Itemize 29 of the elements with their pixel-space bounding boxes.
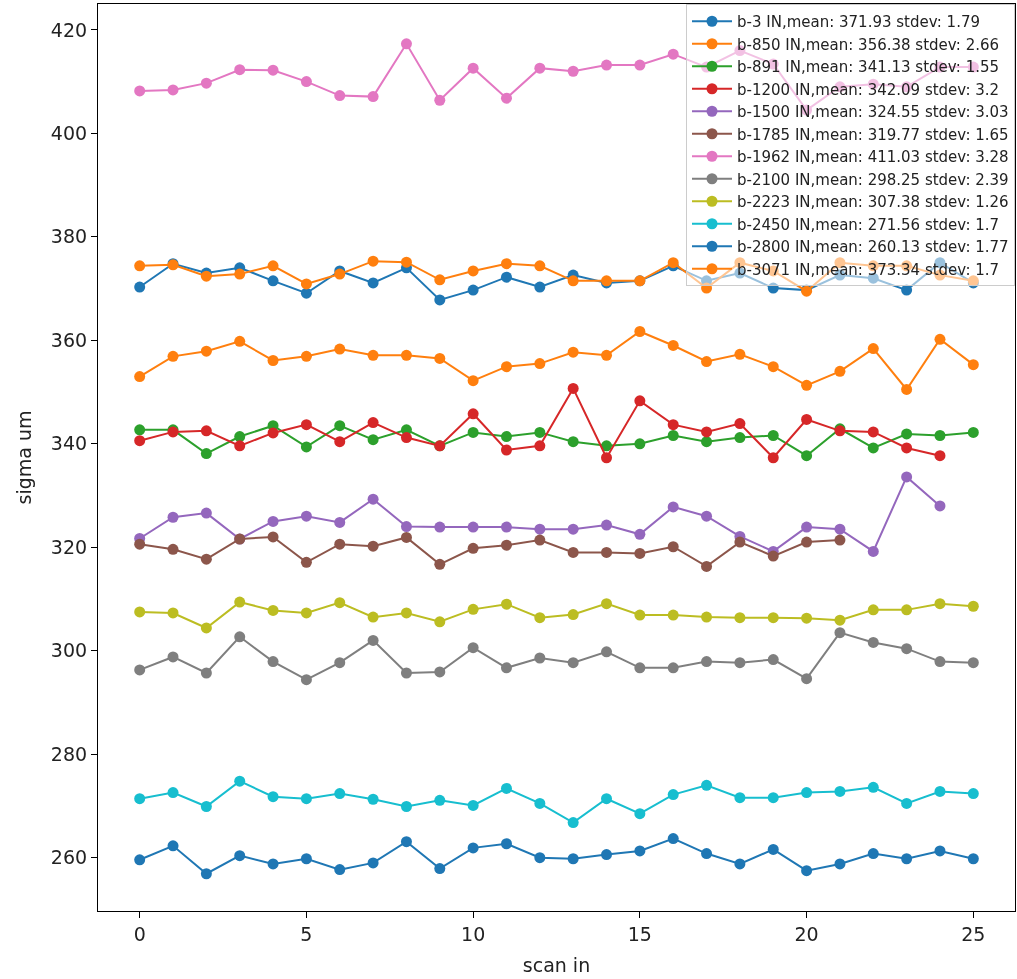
- x-tick-label: 25: [961, 922, 986, 945]
- x-tick-label: 0: [133, 922, 146, 945]
- legend-label: b-1200 IN,mean: 342.09 stdev: 3.2: [737, 80, 1000, 99]
- x-tick-label: 15: [627, 922, 652, 945]
- x-tick-label: 20: [794, 922, 819, 945]
- legend-label: b-3071 IN,mean: 373.34 stdev: 1.7: [737, 260, 1000, 279]
- y-tick-label: 360: [50, 328, 88, 351]
- y-tick-label: 340: [50, 432, 88, 455]
- legend-label: b-2800 IN,mean: 260.13 stdev: 1.77: [737, 238, 1009, 257]
- y-tick-label: 260: [50, 846, 88, 869]
- y-tick-label: 320: [50, 535, 88, 558]
- legend-label: b-850 IN,mean: 356.38 stdev: 2.66: [737, 35, 1000, 54]
- y-tick-label: 400: [50, 122, 88, 144]
- legend-label: b-2223 IN,mean: 307.38 stdev: 1.26: [737, 193, 1009, 212]
- y-tick-label: 300: [50, 639, 88, 662]
- legend-label: b-2450 IN,mean: 271.56 stdev: 1.7: [737, 215, 1000, 234]
- y-tick-label: 280: [50, 742, 88, 765]
- legend-label: b-3 IN,mean: 371.93 stdev: 1.79: [737, 13, 980, 32]
- y-tick-label: 420: [50, 18, 88, 41]
- x-axis-title: scan in: [522, 953, 591, 976]
- legend-label: b-1962 IN,mean: 411.03 stdev: 3.28: [737, 148, 1009, 167]
- x-tick-label: 10: [461, 922, 486, 945]
- legend-label: b-1785 IN,mean: 319.77 stdev: 1.65: [737, 125, 1009, 144]
- y-tick-label: 380: [50, 225, 88, 248]
- legend-label: b-891 IN,mean: 341.13 stdev: 1.55: [737, 58, 1000, 77]
- legend-label: b-2100 IN,mean: 298.25 stdev: 2.39: [737, 170, 1009, 189]
- x-tick-label: 5: [300, 922, 313, 945]
- y-axis-title: sigma um: [12, 410, 35, 505]
- legend-label: b-1500 IN,mean: 324.55 stdev: 3.03: [737, 103, 1009, 122]
